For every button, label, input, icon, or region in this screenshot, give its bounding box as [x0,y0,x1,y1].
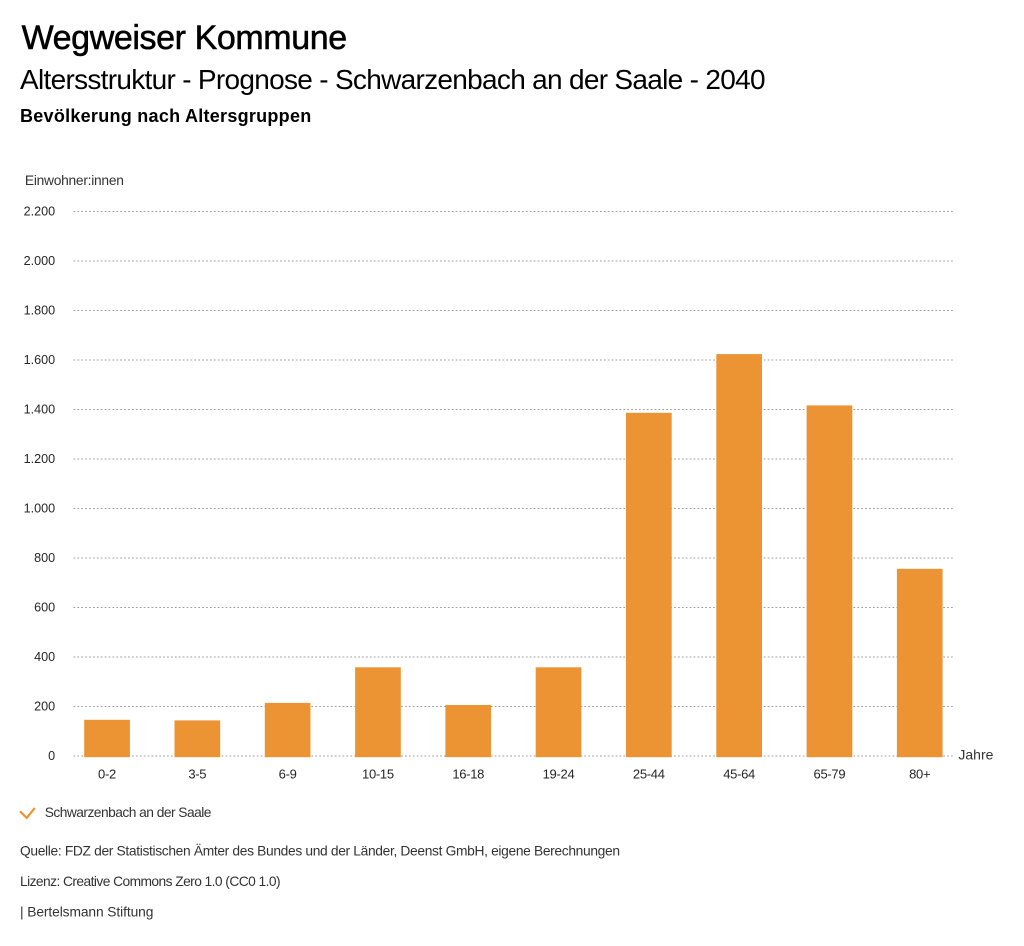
svg-text:Bevölkerung nach Altersgruppen: Bevölkerung nach Altersgruppen [20,106,312,126]
svg-text:65-79: 65-79 [814,767,846,782]
svg-text:0: 0 [48,749,55,763]
svg-text:10-15: 10-15 [362,767,394,782]
svg-text:600: 600 [34,601,55,615]
svg-text:Altersstruktur - Prognose - Sc: Altersstruktur - Prognose - Schwarzenbac… [20,64,765,95]
svg-text:Wegweiser Kommune: Wegweiser Kommune [22,19,347,57]
svg-text:Schwarzenbach an der Saale: Schwarzenbach an der Saale [45,805,212,820]
svg-text:| Bertelsmann Stiftung: | Bertelsmann Stiftung [20,905,153,920]
svg-text:16-18: 16-18 [452,767,484,782]
svg-text:19-24: 19-24 [543,767,575,782]
svg-text:80+: 80+ [909,767,930,782]
svg-text:1.000: 1.000 [24,502,56,516]
svg-text:25-44: 25-44 [633,767,665,782]
svg-text:45-64: 45-64 [723,767,755,782]
svg-text:200: 200 [34,700,55,714]
svg-text:1.200: 1.200 [24,452,56,466]
svg-text:1.600: 1.600 [24,353,56,367]
svg-text:6-9: 6-9 [279,767,297,782]
svg-text:1.400: 1.400 [24,403,56,417]
svg-text:1.800: 1.800 [24,304,56,318]
svg-text:2.200: 2.200 [24,205,56,219]
svg-text:Einwohner:innen: Einwohner:innen [25,173,124,188]
svg-text:0-2: 0-2 [98,767,116,782]
svg-text:400: 400 [34,650,55,664]
svg-text:Lizenz: Creative Commons Zero: Lizenz: Creative Commons Zero 1.0 (CC0 1… [20,874,280,889]
svg-text:2.000: 2.000 [24,254,56,268]
svg-text:Jahre: Jahre [958,746,993,762]
svg-text:3-5: 3-5 [188,767,206,782]
svg-text:Quelle: FDZ der Statistischen: Quelle: FDZ der Statistischen Ämter des … [20,843,620,859]
svg-text:800: 800 [34,551,55,565]
